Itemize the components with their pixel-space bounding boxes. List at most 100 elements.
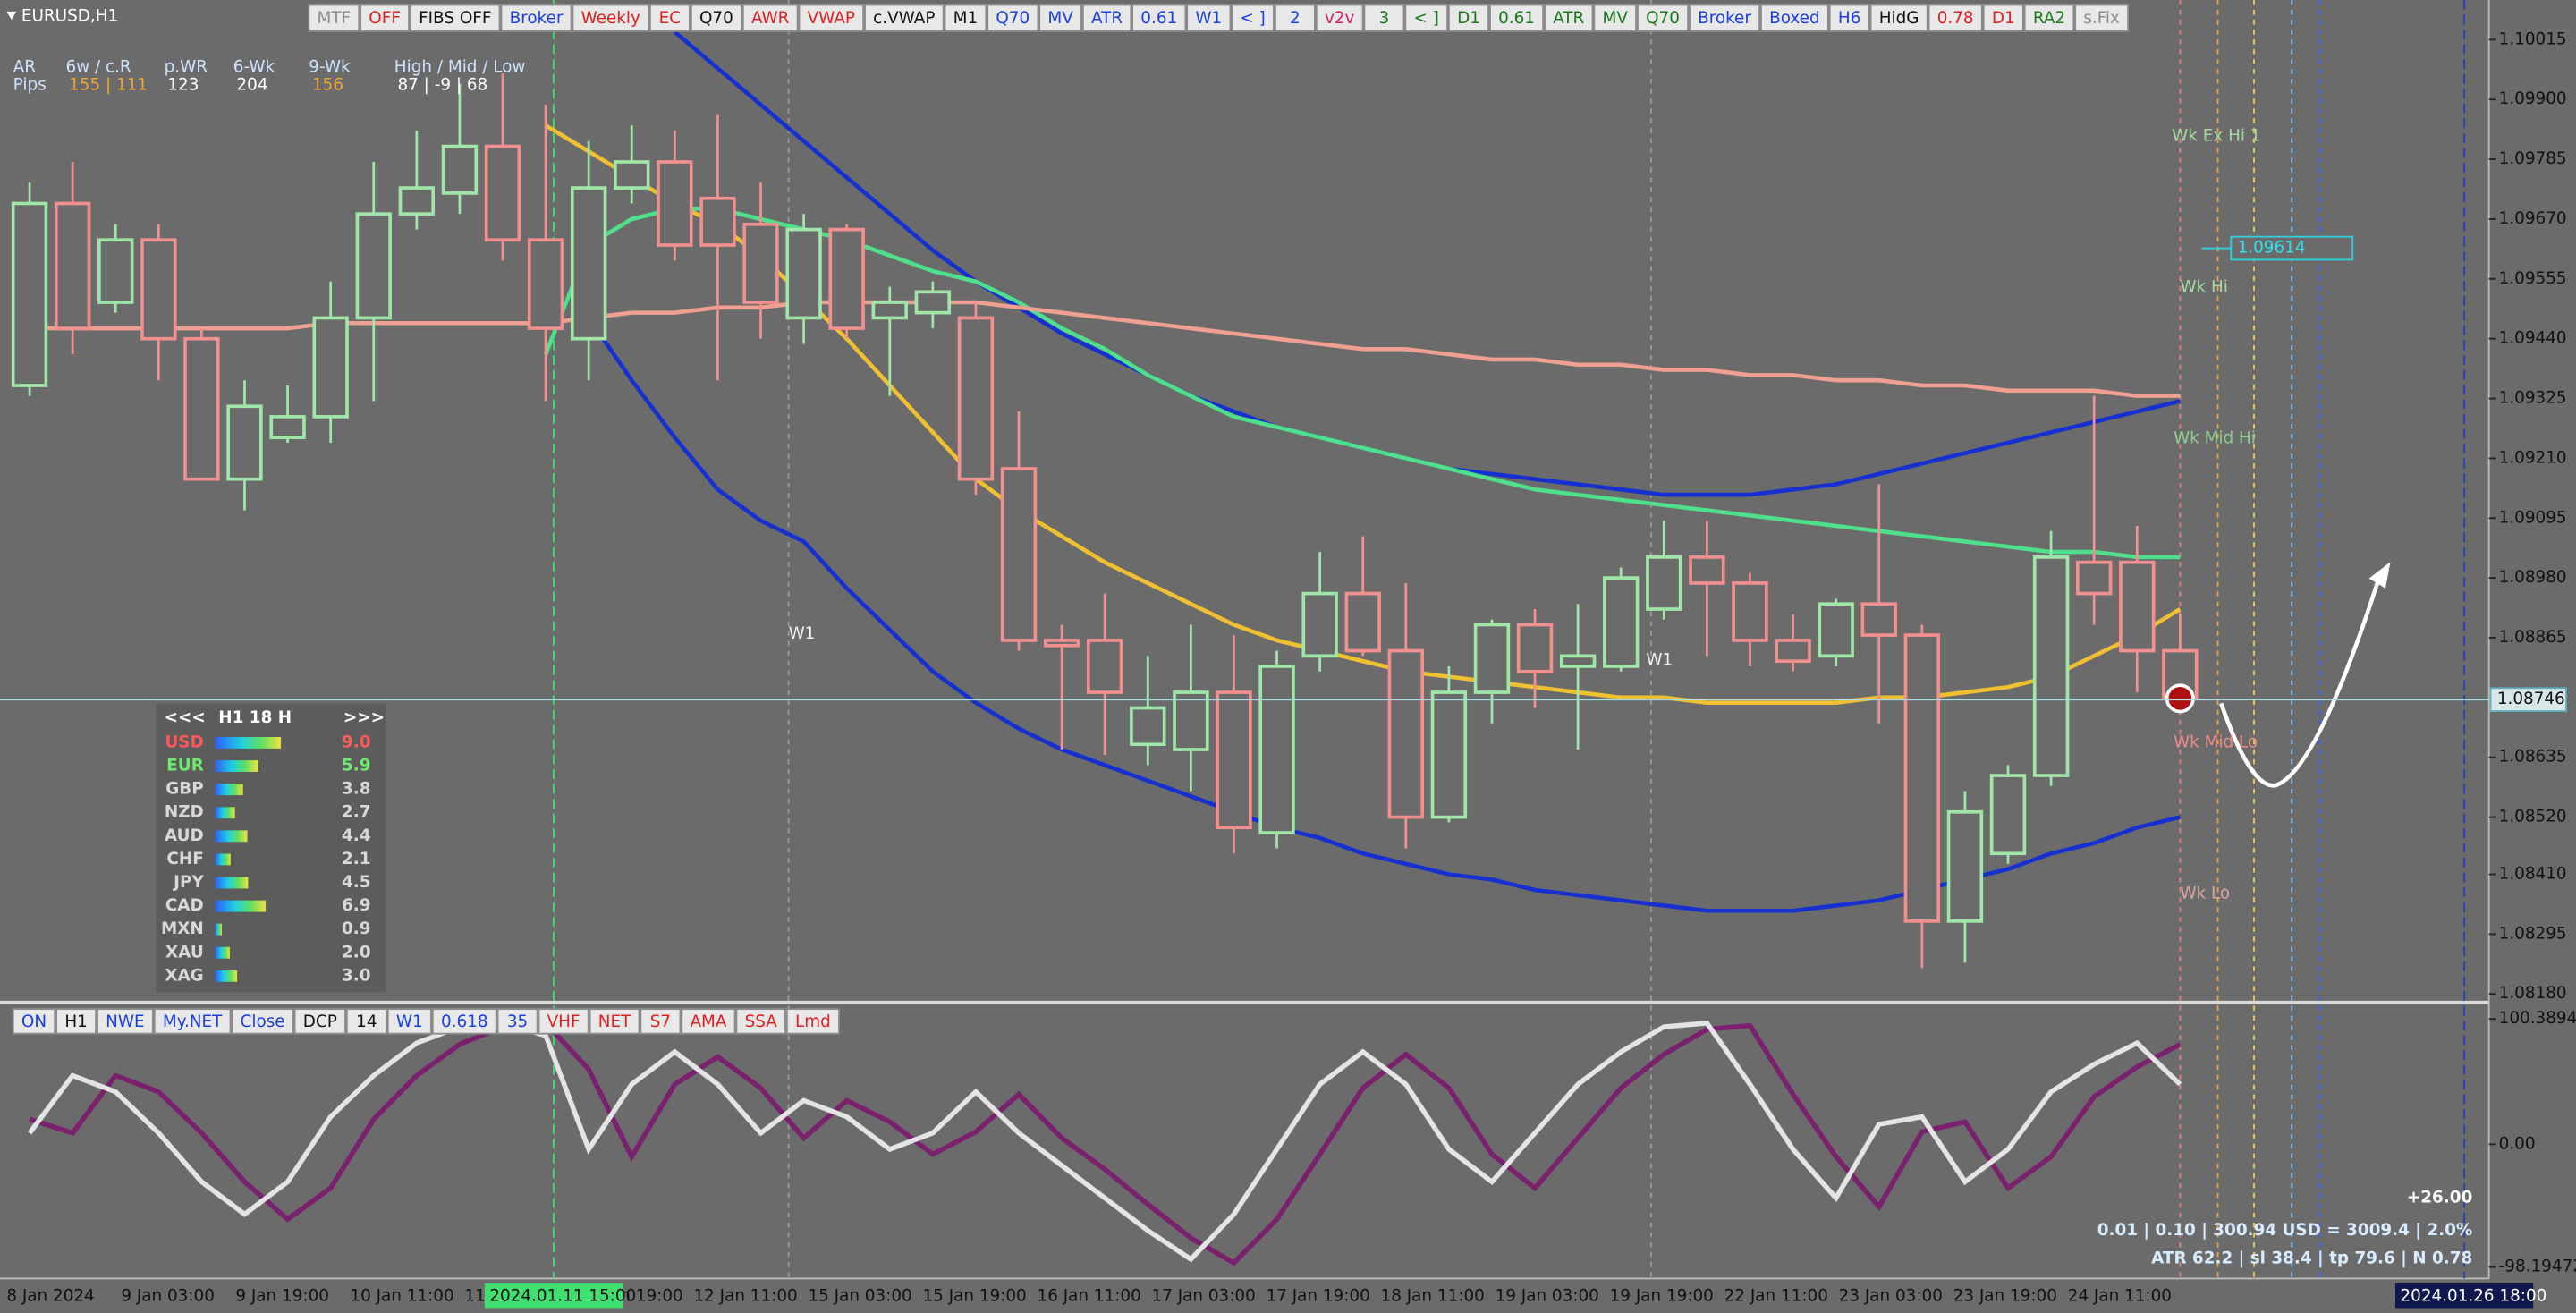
toolbar-button[interactable]: < ] [1231,4,1275,32]
button-face[interactable] [97,1008,154,1035]
button-label[interactable]: s.Fix [2083,9,2120,28]
button-label[interactable]: Weekly [581,9,640,28]
toolbar-button[interactable]: OFF [360,4,410,32]
toolbar-button[interactable]: Weekly [572,4,649,32]
toolbar-button[interactable]: ATR [1081,4,1132,32]
button-label[interactable]: VWAP [808,9,855,28]
toolbar-button[interactable]: Q70 [690,4,742,32]
toolbar-button[interactable]: Broker [1689,4,1761,32]
button-face[interactable] [1689,4,1761,32]
button-label[interactable]: H1 [64,1012,87,1031]
button-face[interactable] [1081,4,1132,32]
button-face[interactable] [496,1008,538,1035]
button-label[interactable]: VHF [547,1012,580,1031]
button-face[interactable] [1274,4,1316,32]
button-label[interactable]: < ] [1240,9,1265,28]
button-face[interactable] [293,1008,346,1035]
toolbar-button[interactable]: M1 [944,4,987,32]
button-label[interactable]: W1 [1195,9,1222,28]
button-label[interactable]: HidG [1879,9,1919,28]
button-label[interactable]: v2v [1325,9,1355,28]
toolbar-button[interactable]: RA2 [2023,4,2075,32]
toolbar-button[interactable]: HidG [1869,4,1928,32]
toolbar-button[interactable]: s.Fix [2074,4,2130,32]
button-face[interactable] [2023,4,2075,32]
button-face[interactable] [12,1008,56,1035]
toolbar-button[interactable]: < ] [1404,4,1448,32]
button-label[interactable]: DCP [303,1012,337,1031]
button-face[interactable] [798,4,865,32]
button-label[interactable]: S7 [650,1012,671,1031]
button-face[interactable] [231,1008,294,1035]
button-face[interactable] [1404,4,1448,32]
toolbar-button[interactable]: Q70 [1637,4,1690,32]
button-label[interactable]: RA2 [2033,9,2065,28]
button-face[interactable] [1447,4,1490,32]
button-label[interactable]: MV [1047,9,1073,28]
button-label[interactable]: 0.78 [1937,9,1974,28]
toolbar-button[interactable]: 0.61 [1131,4,1187,32]
strength-nav[interactable]: <<< [165,708,206,727]
button-face[interactable] [1544,4,1594,32]
button-face[interactable] [1038,4,1082,32]
toolbar-button[interactable]: Lmd [785,1008,840,1035]
button-face[interactable] [640,1008,682,1035]
button-face[interactable] [538,1008,589,1035]
toolbar-button[interactable]: Boxed [1760,4,1829,32]
button-face[interactable] [681,1008,736,1035]
button-label[interactable]: M1 [953,9,979,28]
button-face[interactable] [1982,4,2024,32]
button-label[interactable]: SSA [745,1012,778,1031]
button-label[interactable]: NET [598,1012,631,1031]
button-label[interactable]: D1 [1457,9,1480,28]
toolbar-button[interactable]: 0.78 [1928,4,1983,32]
button-face[interactable] [785,1008,840,1035]
button-label[interactable]: 14 [356,1012,377,1031]
toolbar-button[interactable]: VWAP [798,4,865,32]
button-face[interactable] [1363,4,1405,32]
button-face[interactable] [308,4,360,32]
button-face[interactable] [1489,4,1545,32]
button-label[interactable]: 0.61 [1498,9,1535,28]
button-label[interactable]: AWR [751,9,790,28]
button-label[interactable]: Broker [1698,9,1751,28]
button-face[interactable] [2074,4,2130,32]
button-face[interactable] [1231,4,1275,32]
toolbar-button[interactable]: EC [648,4,691,32]
button-label[interactable]: 0.618 [441,1012,488,1031]
button-label[interactable]: OFF [369,9,401,28]
toolbar-button[interactable]: Close [231,1008,294,1035]
button-label[interactable]: ON [21,1012,47,1031]
button-label[interactable]: Q70 [996,9,1030,28]
button-label[interactable]: D1 [1992,9,2015,28]
button-face[interactable] [741,4,799,32]
toolbar-button[interactable]: D1 [1447,4,1490,32]
button-face[interactable] [360,4,410,32]
toolbar-button[interactable]: VHF [538,1008,589,1035]
button-label[interactable]: c.VWAP [873,9,935,28]
toolbar-button[interactable]: W1 [1186,4,1232,32]
button-face[interactable] [735,1008,786,1035]
toolbar-button[interactable]: ON [12,1008,56,1035]
button-label[interactable]: 0.61 [1140,9,1177,28]
toolbar-button[interactable]: 3 [1363,4,1405,32]
button-label[interactable]: Broker [510,9,564,28]
toolbar-button[interactable]: D1 [1982,4,2024,32]
button-label[interactable]: AMA [690,1012,726,1031]
toolbar-button[interactable]: c.VWAP [864,4,945,32]
button-face[interactable] [1869,4,1928,32]
button-face[interactable] [572,4,649,32]
button-label[interactable]: MTF [317,9,351,28]
button-label[interactable]: EC [659,9,681,28]
button-face[interactable] [500,4,572,32]
button-face[interactable] [648,4,691,32]
button-label[interactable]: FIBS OFF [419,9,491,28]
button-face[interactable] [386,1008,432,1035]
button-face[interactable] [1760,4,1829,32]
toolbar-button[interactable]: 0.618 [431,1008,497,1035]
button-label[interactable]: ATR [1091,9,1123,28]
toolbar-button[interactable]: MTF [308,4,360,32]
button-face[interactable] [1637,4,1690,32]
toolbar-button[interactable]: 0.61 [1489,4,1545,32]
toolbar-button[interactable]: SSA [735,1008,786,1035]
